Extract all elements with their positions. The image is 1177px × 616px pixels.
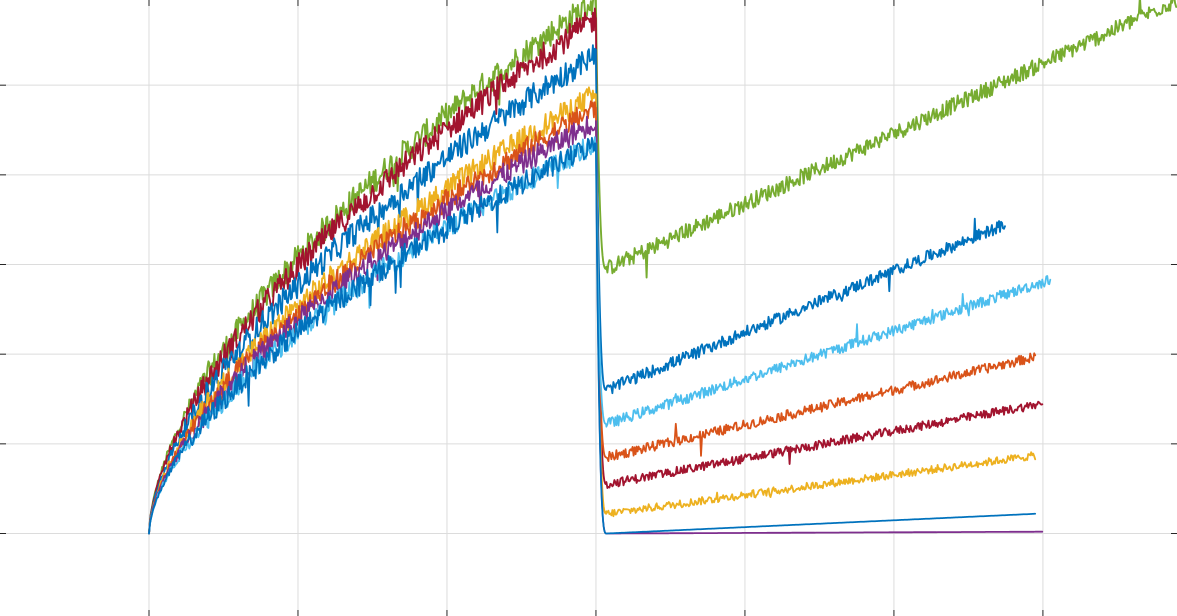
series-line-8 bbox=[148, 136, 1037, 535]
series-line-3 bbox=[148, 44, 1006, 535]
series-lines bbox=[148, 0, 1177, 535]
series-line-1 bbox=[148, 0, 1177, 535]
